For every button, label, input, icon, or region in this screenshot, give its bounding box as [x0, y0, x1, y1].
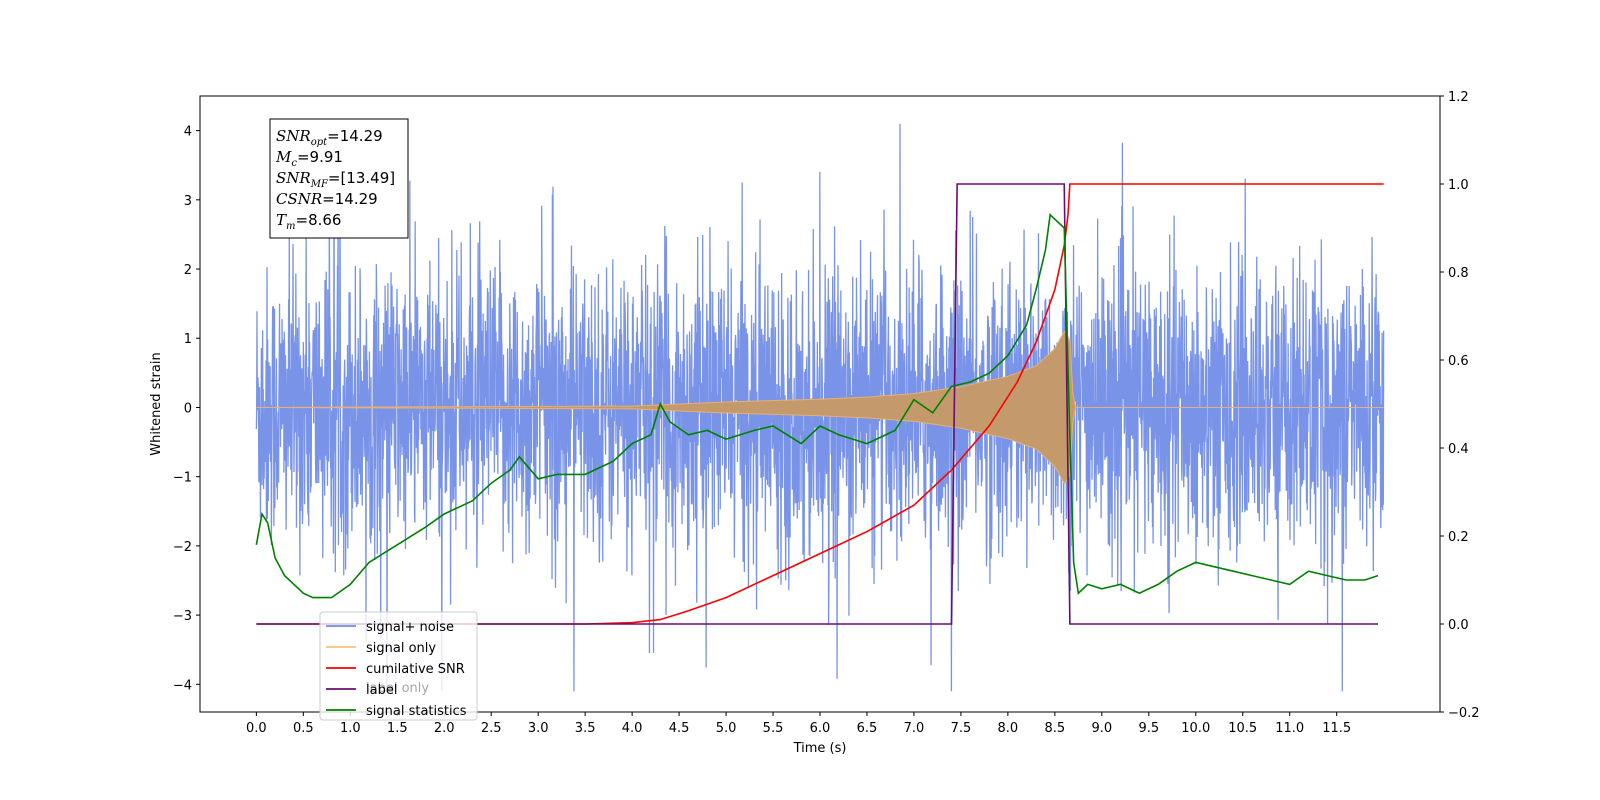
annotation-line: Mc=9.91: [275, 148, 343, 169]
legend-label: label: [366, 683, 397, 698]
y-axis-left: −4 −3 −2 −1 0 1 2 3 4: [173, 125, 200, 693]
legend: label only signal+ noise signal only cumila…: [319, 611, 478, 721]
y-tick-label: −2: [173, 540, 192, 555]
y-tick-label: 0: [184, 401, 192, 416]
y-right-tick-label: 0.4: [1448, 442, 1469, 457]
annotation-line: SNRopt=14.29: [276, 127, 383, 148]
y-right-tick-label: 1.2: [1448, 90, 1469, 105]
x-tick-label: 6.5: [857, 721, 878, 736]
y-right-tick-label: −0.2: [1448, 706, 1480, 721]
x-tick-label: 2.0: [434, 721, 455, 736]
y-axis-right: −0.2 0.0 0.2 0.4 0.6 0.8 1.0 1.2: [1440, 90, 1480, 721]
x-tick-label: 11.0: [1275, 721, 1304, 736]
x-tick-label: 7.5: [951, 721, 972, 736]
x-tick-label: 9.0: [1091, 721, 1112, 736]
y-right-tick-label: 0.2: [1448, 530, 1469, 545]
x-tick-label: 2.5: [481, 721, 502, 736]
x-tick-label: 3.5: [575, 721, 596, 736]
y-tick-label: 2: [184, 263, 192, 278]
annotation-line: SNRMF=[13.49]: [276, 169, 395, 190]
legend-label: cumilative SNR: [366, 662, 465, 677]
x-tick-label: 10.0: [1181, 721, 1210, 736]
x-tick-label: 5.5: [763, 721, 784, 736]
legend-label: signal statistics: [366, 704, 467, 719]
x-tick-label: 1.5: [387, 721, 408, 736]
x-tick-label: 8.0: [998, 721, 1019, 736]
x-tick-label: 11.5: [1322, 721, 1351, 736]
x-tick-label: 7.0: [904, 721, 925, 736]
y-right-tick-label: 0.0: [1448, 618, 1469, 633]
x-tick-label: 9.5: [1138, 721, 1159, 736]
series-signal-only: [256, 330, 1384, 485]
annotation-line: CSNR=14.29: [276, 190, 378, 208]
y-tick-label: −3: [173, 609, 192, 624]
y-tick-label: 4: [184, 125, 192, 140]
x-tick-label: 4.0: [622, 721, 643, 736]
x-tick-label: 0.5: [293, 721, 314, 736]
y-tick-label: −4: [173, 678, 192, 693]
x-tick-label: 8.5: [1045, 721, 1066, 736]
y-axis-label: Whitened strain: [149, 352, 164, 455]
x-tick-label: 5.0: [716, 721, 737, 736]
legend-label: signal+ noise: [366, 620, 454, 635]
series-label: [256, 183, 1378, 625]
annotation-line: Tm=8.66: [276, 211, 341, 232]
series-signal-plus-noise: [255, 123, 1385, 692]
x-tick-label: 4.5: [669, 721, 690, 736]
x-tick-label: 10.5: [1228, 721, 1257, 736]
y-tick-label: 1: [184, 332, 192, 347]
y-tick-label: 3: [184, 194, 192, 209]
y-right-tick-label: 1.0: [1448, 178, 1469, 193]
y-right-tick-label: 0.6: [1448, 354, 1469, 369]
x-tick-label: 1.0: [340, 721, 361, 736]
plot-area: [255, 123, 1385, 692]
x-axis-label: Time (s): [793, 741, 847, 756]
x-tick-label: 0.0: [246, 721, 267, 736]
series-signal-statistics: [255, 213, 1379, 599]
x-tick-label: 3.0: [528, 721, 549, 736]
legend-label: signal only: [366, 641, 436, 656]
legend-label-overlapped: label only: [366, 681, 429, 696]
y-right-tick-label: 0.8: [1448, 266, 1469, 281]
x-axis: 0.0 0.5 1.0 1.5 2.0 2.5 3.0 3.5 4.0 4.5 5.0 5.5 6.0 6…: [246, 712, 1351, 736]
x-tick-label: 6.0: [810, 721, 831, 736]
y-tick-label: −1: [173, 471, 192, 486]
annotation-box: SNRopt=14.29Mc=9.91SNRMF=[13.49]CSNR=14.…: [269, 118, 409, 239]
